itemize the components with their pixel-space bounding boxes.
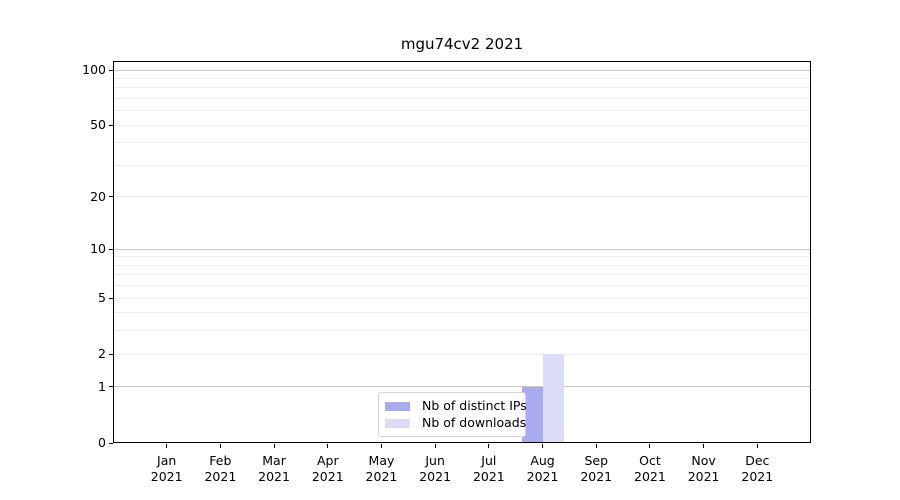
x-tick-month: Feb bbox=[209, 453, 232, 468]
chart-title: mgu74cv2 2021 bbox=[400, 35, 524, 53]
x-tick-month: May bbox=[368, 453, 395, 468]
x-tick-mark bbox=[273, 444, 275, 448]
x-tick-year: 2021 bbox=[150, 468, 183, 484]
legend-swatch-downloads bbox=[385, 418, 410, 428]
x-tick-year: 2021 bbox=[741, 468, 774, 484]
x-axis-tick-label: Jan 2021 bbox=[127, 453, 207, 484]
gridline-major bbox=[114, 69, 810, 71]
x-tick-month: Mar bbox=[262, 453, 286, 468]
gridline bbox=[114, 165, 810, 166]
x-tick-year: 2021 bbox=[204, 468, 237, 484]
y-axis-tick-label: 0 bbox=[98, 435, 106, 450]
gridline bbox=[114, 77, 810, 79]
y-axis-tick-label: 2 bbox=[98, 346, 106, 362]
x-axis-tick-label: Jul 2021 bbox=[449, 453, 529, 484]
y-axis-tick-label: 10 bbox=[90, 241, 106, 257]
x-axis-tick-label: Sep 2021 bbox=[556, 453, 636, 484]
legend: Nb of distinct IPs Nb of downloads bbox=[378, 392, 527, 437]
x-tick-mark bbox=[380, 444, 382, 448]
y-tick-mark bbox=[109, 353, 113, 355]
x-axis-tick-label: Oct 2021 bbox=[610, 453, 690, 484]
x-axis-tick-label: Apr 2021 bbox=[288, 453, 368, 484]
legend-item-distinct-ips: Nb of distinct IPs bbox=[385, 398, 527, 413]
legend-label-downloads: Nb of downloads bbox=[422, 415, 527, 430]
x-tick-month: Dec bbox=[745, 453, 770, 468]
x-tick-year: 2021 bbox=[687, 468, 720, 484]
x-tick-mark bbox=[166, 444, 168, 448]
y-axis-tick-label: 20 bbox=[90, 188, 106, 204]
x-tick-year: 2021 bbox=[472, 468, 505, 484]
gridline bbox=[114, 142, 810, 144]
x-tick-mark bbox=[327, 444, 329, 448]
x-tick-year: 2021 bbox=[258, 468, 290, 484]
x-tick-mark bbox=[756, 444, 758, 448]
x-tick-month: Jun bbox=[425, 453, 445, 468]
gridline bbox=[114, 264, 810, 266]
x-axis-tick-label: Mar 2021 bbox=[234, 453, 314, 484]
y-axis-tick-label: 1 bbox=[98, 378, 106, 394]
y-axis-tick-label: 100 bbox=[82, 62, 106, 78]
y-tick-mark bbox=[109, 248, 113, 250]
x-tick-year: 2021 bbox=[580, 468, 613, 484]
x-tick-month: Aug bbox=[530, 453, 555, 468]
x-tick-mark bbox=[703, 444, 705, 448]
x-tick-year: 2021 bbox=[419, 468, 452, 484]
y-tick-mark bbox=[109, 297, 113, 299]
y-axis-tick-label: 50 bbox=[90, 117, 106, 133]
x-tick-year: 2021 bbox=[311, 468, 344, 484]
gridline bbox=[114, 124, 810, 126]
gridline bbox=[114, 98, 810, 100]
bar-distinct-ips bbox=[521, 386, 543, 442]
x-tick-month: Oct bbox=[639, 453, 661, 468]
gridline bbox=[114, 353, 810, 355]
gridline bbox=[114, 87, 810, 89]
x-tick-mark bbox=[434, 444, 436, 448]
gridline bbox=[114, 256, 810, 258]
gridline bbox=[114, 330, 810, 332]
y-tick-mark bbox=[109, 69, 113, 71]
x-tick-month: Apr bbox=[316, 453, 339, 468]
legend-item-downloads: Nb of downloads bbox=[385, 415, 527, 430]
legend-label-distinct-ips: Nb of distinct IPs bbox=[422, 398, 527, 413]
gridline bbox=[114, 110, 810, 112]
x-axis-tick-label: May 2021 bbox=[341, 453, 421, 484]
x-tick-year: 2021 bbox=[365, 468, 398, 484]
gridline bbox=[114, 285, 810, 287]
gridline bbox=[114, 297, 810, 299]
plot-area bbox=[113, 61, 811, 443]
bar-downloads bbox=[542, 354, 564, 442]
x-axis-tick-label: Aug 2021 bbox=[503, 453, 583, 484]
y-axis-tick-label: 5 bbox=[98, 290, 106, 306]
x-tick-mark bbox=[649, 444, 651, 448]
x-tick-year: 2021 bbox=[526, 468, 559, 484]
gridline-major bbox=[114, 248, 810, 250]
gridline-major bbox=[114, 386, 810, 388]
y-tick-mark bbox=[109, 442, 113, 444]
legend-swatch-distinct-ips bbox=[385, 401, 410, 411]
x-tick-year: 2021 bbox=[634, 468, 666, 484]
x-tick-mark bbox=[488, 444, 490, 448]
x-axis-tick-label: Feb 2021 bbox=[180, 453, 260, 484]
x-axis-tick-label: Jun 2021 bbox=[395, 453, 475, 484]
x-tick-month: Nov bbox=[691, 453, 716, 468]
y-tick-mark bbox=[109, 196, 113, 198]
x-tick-month: Sep bbox=[584, 453, 608, 468]
gridline bbox=[114, 312, 810, 314]
x-tick-mark bbox=[542, 444, 544, 448]
x-tick-mark bbox=[595, 444, 597, 448]
x-tick-month: Jul bbox=[481, 453, 497, 468]
x-axis-tick-label: Dec 2021 bbox=[717, 453, 797, 484]
x-axis-tick-label: Nov 2021 bbox=[664, 453, 744, 484]
x-tick-month: Jan bbox=[157, 453, 177, 468]
gridline bbox=[114, 274, 810, 276]
y-tick-mark bbox=[109, 386, 113, 388]
gridline bbox=[114, 196, 810, 198]
y-tick-mark bbox=[109, 124, 113, 126]
x-tick-mark bbox=[219, 444, 221, 448]
